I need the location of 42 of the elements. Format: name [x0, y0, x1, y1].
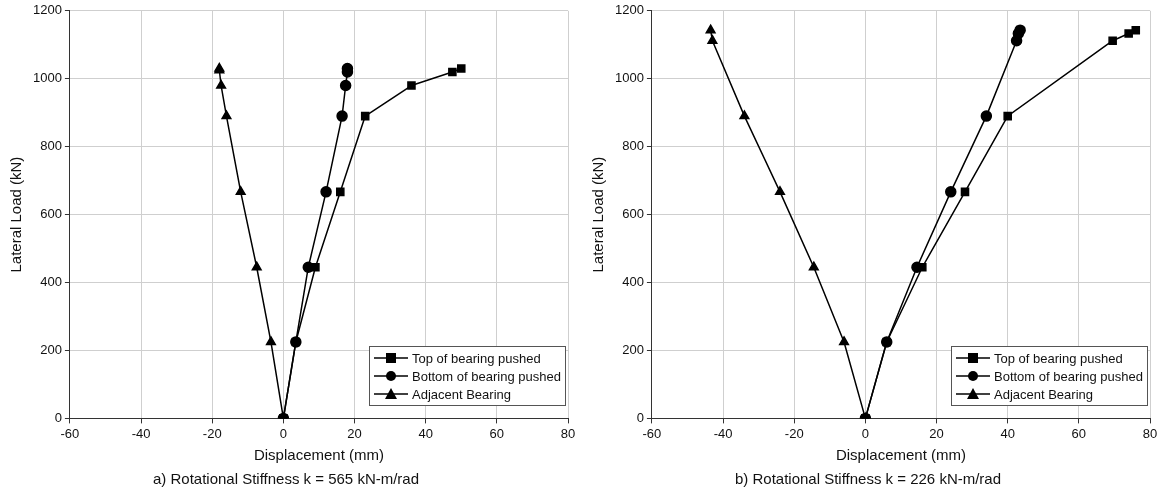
x-tick-label: 40: [1000, 425, 1015, 441]
x-axis-title: Displacement (mm): [253, 446, 384, 464]
text: a) Rotational Stiffness k = 565 kN-m/rad: [152, 470, 420, 488]
x-tick-label: 80: [560, 425, 576, 441]
legend-label: Top of bearing pushed: [412, 350, 541, 366]
legend-label: Bottom of bearing pushed: [994, 368, 1143, 384]
x-tick-label: 80: [1142, 425, 1158, 441]
x-tick-label: -40: [131, 425, 151, 441]
y-axis-title: Lateral Load (kN): [7, 156, 25, 273]
y-tick-label: 600: [40, 206, 62, 222]
x-tick-label: -60: [642, 425, 662, 441]
y-tick-label: 1000: [615, 70, 644, 86]
legend-label: Bottom of bearing pushed: [412, 368, 561, 384]
y-axis-title: Lateral Load (kN): [589, 156, 607, 273]
y-tick-label: 1200: [615, 2, 644, 18]
y-tick-label: 600: [622, 206, 644, 222]
x-tick-label: 20: [347, 425, 362, 441]
x-tick-label: 0: [861, 425, 869, 441]
y-tick-label: 800: [622, 138, 644, 154]
y-tick-label: 1200: [33, 2, 62, 18]
y-tick-label: 1000: [33, 70, 62, 86]
x-tick-label: 60: [489, 425, 505, 441]
y-tick-label: 400: [40, 274, 62, 290]
x-tick-label: -40: [713, 425, 733, 441]
y-tick-label: 200: [622, 342, 644, 358]
y-tick-label: 0: [636, 409, 644, 425]
x-tick-label: 40: [418, 425, 433, 441]
legend-label: Adjacent Bearing: [412, 386, 512, 402]
y-tick-label: 400: [622, 274, 644, 290]
y-tick-label: 200: [40, 342, 62, 358]
x-axis-title: Displacement (mm): [835, 446, 966, 464]
x-tick-label: -20: [784, 425, 804, 441]
text: b) Rotational Stiffness k = 226 kN-m/rad: [734, 470, 1002, 488]
x-tick-label: -20: [202, 425, 222, 441]
legend-label: Top of bearing pushed: [994, 350, 1123, 366]
x-tick-label: 60: [1071, 425, 1087, 441]
y-tick-label: 0: [54, 409, 62, 425]
y-tick-label: 800: [40, 138, 62, 154]
x-tick-label: -60: [60, 425, 80, 441]
x-tick-label: 0: [279, 425, 287, 441]
legend-label: Adjacent Bearing: [994, 386, 1094, 402]
x-tick-label: 20: [929, 425, 944, 441]
